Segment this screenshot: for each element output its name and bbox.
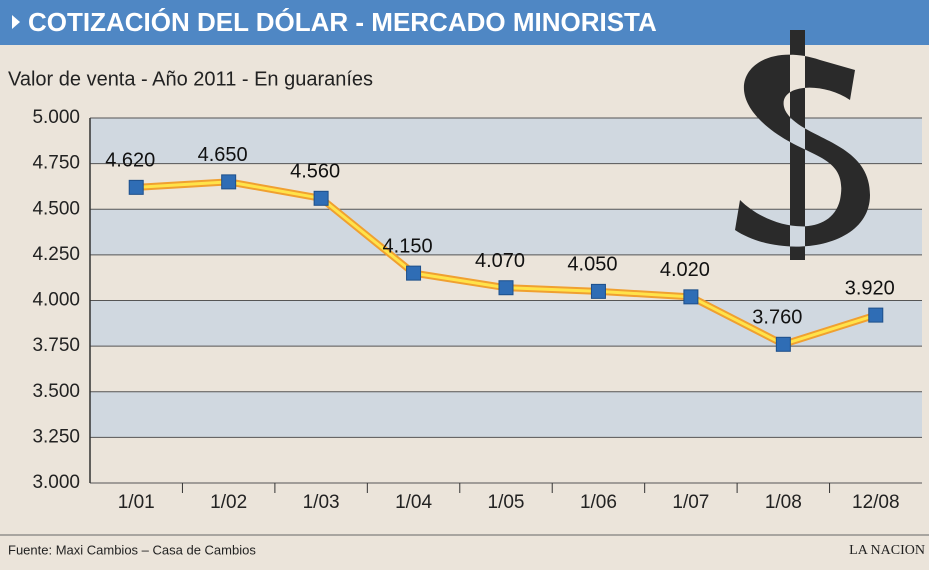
- value-label: 4.620: [105, 150, 155, 172]
- point: [128, 179, 144, 195]
- band: [90, 391, 922, 438]
- title-bar: [0, 0, 929, 45]
- y-tick-label: 5.000: [32, 107, 80, 128]
- point: [868, 307, 884, 323]
- chart-subtitle: Valor de venta - Año 2011 - En guaraníes: [8, 68, 373, 90]
- y-tick-label: 4.500: [32, 198, 80, 219]
- point: [498, 280, 514, 296]
- point: [221, 174, 237, 190]
- plot-area: 3.000 3.250 3.500 3.750 4.000 4.250 4.500 4.750…: [32, 107, 922, 513]
- x-tick-label: 1/06: [580, 492, 617, 513]
- x-tick-label: 1/07: [672, 492, 709, 513]
- y-tick-label: 4.250: [32, 244, 80, 265]
- value-label: 4.050: [567, 254, 617, 276]
- y-tick-label: 3.250: [32, 426, 80, 447]
- point: [683, 289, 699, 305]
- point: [313, 190, 329, 206]
- value-label: 4.150: [383, 235, 433, 257]
- chart-title: COTIZACIÓN DEL DÓLAR - MERCADO MINORISTA: [28, 7, 657, 37]
- value-label: 3.920: [845, 277, 895, 299]
- source-note: Fuente: Maxi Cambios – Casa de Cambios: [8, 542, 256, 557]
- x-tick-label: 1/03: [303, 492, 340, 513]
- x-tick-label: 1/05: [488, 492, 525, 513]
- value-label: 4.650: [198, 144, 248, 166]
- x-tick-label: 1/02: [210, 492, 247, 513]
- y-tick-label: 4.750: [32, 153, 80, 174]
- y-tick-label: 4.000: [32, 290, 80, 311]
- value-label: 3.760: [752, 307, 802, 329]
- x-tick-label: 1/08: [765, 492, 802, 513]
- y-tick-label: 3.500: [32, 381, 80, 402]
- x-tick-label: 1/01: [118, 492, 155, 513]
- point: [406, 265, 422, 281]
- x-tick-label: 1/04: [395, 492, 432, 513]
- y-tick-label: 3.750: [32, 335, 80, 356]
- value-label: 4.020: [660, 259, 710, 281]
- point: [590, 283, 606, 299]
- x-tick-label: 12/08: [852, 492, 900, 513]
- y-tick-label: 3.000: [32, 472, 80, 493]
- title-arrow: [12, 15, 20, 29]
- publisher: LA NACION: [849, 543, 925, 558]
- dollar-icon: [735, 30, 870, 260]
- point: [775, 336, 791, 352]
- value-label: 4.560: [290, 161, 340, 183]
- value-label: 4.070: [475, 250, 525, 272]
